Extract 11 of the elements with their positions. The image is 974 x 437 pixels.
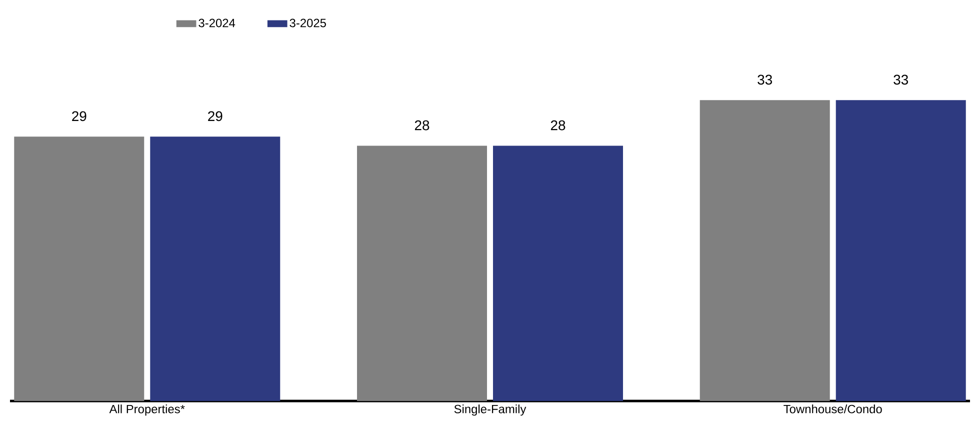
data-label: 29 (208, 111, 222, 122)
legend-label: 3-2025 (290, 18, 326, 28)
x-tick-label: All Properties* (109, 404, 185, 416)
legend-label: 3-2024 (198, 18, 236, 28)
x-tick-label: Townhouse/Condo (784, 404, 882, 414)
data-label: 33 (758, 74, 772, 85)
data-label: 28 (550, 120, 566, 130)
data-label: 33 (894, 74, 908, 85)
data-label: 29 (72, 111, 86, 122)
data-label: 28 (414, 120, 430, 130)
x-tick-label: Single-Family (454, 404, 526, 416)
